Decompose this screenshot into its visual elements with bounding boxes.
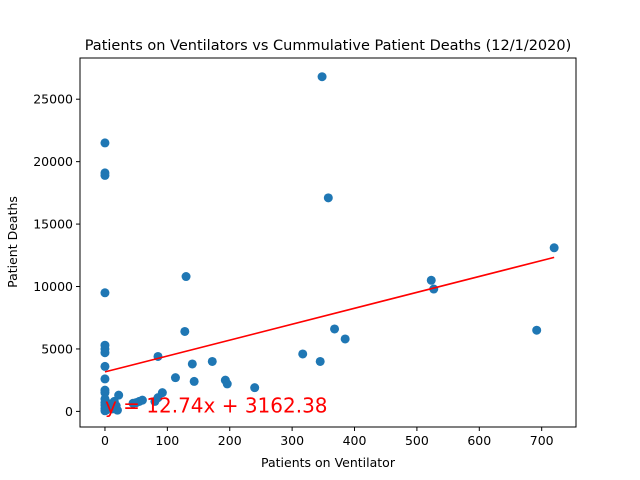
data-point bbox=[207, 356, 217, 366]
regression-line bbox=[104, 256, 555, 373]
x-tick-label: 200 bbox=[218, 433, 242, 448]
data-point bbox=[137, 395, 147, 405]
data-point bbox=[317, 72, 327, 82]
data-point bbox=[323, 193, 333, 203]
data-point bbox=[298, 349, 308, 359]
data-point bbox=[330, 324, 340, 334]
x-tick-label: 100 bbox=[155, 433, 179, 448]
data-point bbox=[426, 275, 436, 285]
regression-equation: y = 12.74x + 3162.38 bbox=[105, 393, 328, 417]
x-axis: 0 100 200 300 400 500 600 700 bbox=[101, 427, 554, 448]
data-point bbox=[170, 373, 180, 383]
x-tick-label: 400 bbox=[343, 433, 367, 448]
data-point bbox=[532, 325, 542, 335]
data-point bbox=[100, 374, 110, 384]
x-tick-label: 300 bbox=[280, 433, 304, 448]
data-point bbox=[222, 379, 232, 389]
data-point bbox=[181, 272, 191, 282]
y-tick-label: 25000 bbox=[33, 92, 73, 107]
data-point bbox=[100, 388, 110, 398]
data-point bbox=[112, 405, 122, 415]
x-tick-label: 0 bbox=[101, 433, 109, 448]
y-tick-label: 5000 bbox=[41, 341, 73, 356]
chart-title: Patients on Ventilators vs Cummulative P… bbox=[85, 38, 572, 54]
y-tick-label: 20000 bbox=[33, 154, 73, 169]
y-tick-label: 15000 bbox=[33, 217, 73, 232]
data-point bbox=[189, 376, 199, 386]
data-point bbox=[250, 383, 260, 393]
data-point bbox=[100, 361, 110, 371]
data-point bbox=[340, 334, 350, 344]
x-tick-label: 600 bbox=[467, 433, 491, 448]
axes-frame bbox=[79, 57, 577, 428]
y-tick-label: 10000 bbox=[33, 279, 73, 294]
y-axis: 0 5000 10000 15000 20000 25000 bbox=[33, 92, 80, 419]
data-point bbox=[187, 359, 197, 369]
data-point bbox=[315, 356, 325, 366]
x-tick-label: 500 bbox=[405, 433, 429, 448]
data-point bbox=[157, 388, 167, 398]
x-tick-label: 700 bbox=[530, 433, 554, 448]
y-tick-label: 0 bbox=[65, 404, 73, 419]
data-point bbox=[100, 170, 110, 180]
data-point bbox=[114, 390, 124, 400]
y-axis-label: Patient Deaths bbox=[5, 196, 20, 288]
plot-area: y = 12.74x + 3162.38 bbox=[100, 72, 559, 417]
data-point bbox=[180, 326, 190, 336]
data-point bbox=[100, 348, 110, 358]
x-axis-label: Patients on Ventilator bbox=[261, 455, 396, 470]
data-point bbox=[549, 243, 559, 253]
data-point bbox=[100, 288, 110, 298]
data-point bbox=[100, 138, 110, 148]
